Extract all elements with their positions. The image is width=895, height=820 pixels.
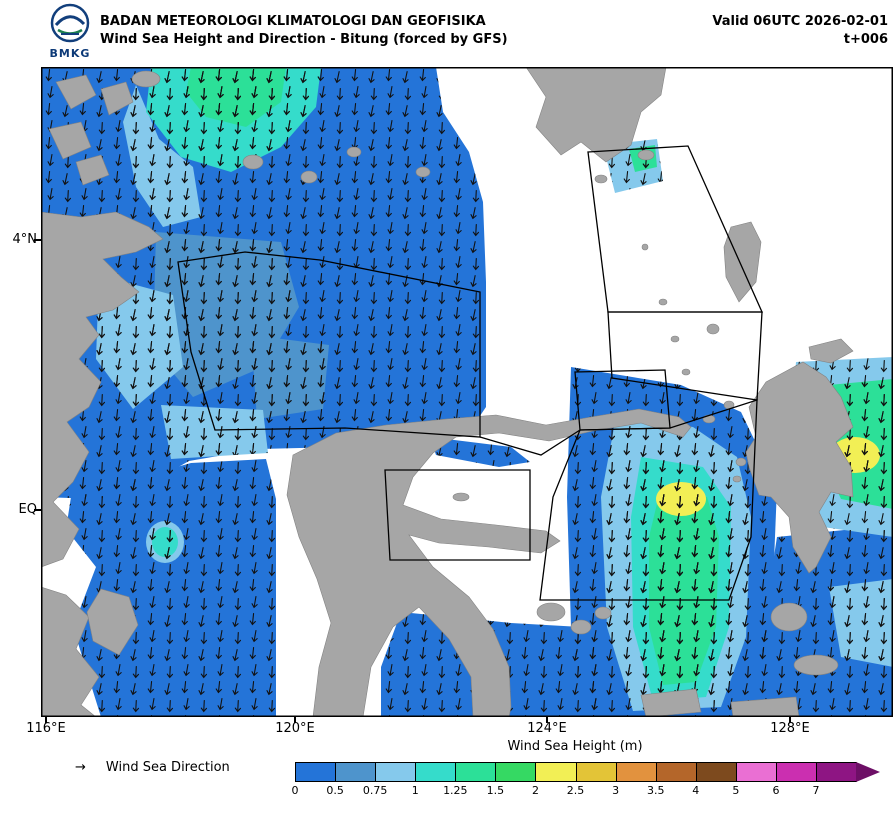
colorbar-tick-label: 6 <box>772 784 780 797</box>
x-axis-tick <box>789 717 791 723</box>
x-axis-tick <box>546 717 548 723</box>
colorbar-segment: 3 <box>612 763 657 797</box>
colorbar-tick-label: 1.25 <box>443 784 468 797</box>
title-block: BADAN METEOROLOGI KLIMATOLOGI DAN GEOFIS… <box>100 13 508 49</box>
colorbar-segment: 6 <box>772 763 818 797</box>
lon-tick-label: 128°E <box>770 721 810 736</box>
islands-sulu <box>48 74 134 186</box>
islands-celebes-sea <box>131 70 431 184</box>
bmkg-logo: BMKG <box>44 3 96 60</box>
colorbar-segment: 0.5 <box>326 763 377 797</box>
islands-south-mindanao <box>594 149 655 184</box>
colorbar-tick-label: 2.5 <box>566 784 585 797</box>
colorbar-segment: 0 <box>292 763 337 797</box>
zone-tomini-bay <box>384 469 531 561</box>
validity-block: Valid 06UTC 2026-02-01 t+006 <box>712 13 888 49</box>
map-border <box>41 67 893 717</box>
colorbar-segment: 2 <box>532 763 577 797</box>
islands-talaud <box>723 221 762 303</box>
direction-legend-label: Wind Sea Direction <box>105 760 230 775</box>
colorbar-segment: 3.5 <box>647 763 697 797</box>
bmkg-logo-label: BMKG <box>49 47 91 60</box>
colorbar-segment: 0.75 <box>363 763 417 797</box>
zone-maluku-sea <box>539 399 758 601</box>
lon-tick-label: 124°E <box>527 721 567 736</box>
forecast-step: t+006 <box>843 32 888 48</box>
forecast-zone-boundaries <box>177 145 764 601</box>
colorbar-overflow-arrow <box>856 762 880 782</box>
colorbar-segment: 2.5 <box>567 763 617 797</box>
colorbar-segment: 5 <box>732 763 777 797</box>
wave-height-colorbar: 0 0.5 0.75 1 1.25 1.5 2 2.5 3 3.5 4 5 6 7 <box>292 762 857 797</box>
land-obi <box>793 654 839 676</box>
colorbar-segment: 7 <box>813 763 857 797</box>
lat-tick-label: EQ <box>18 502 37 517</box>
colorbar-tick-label: 3.5 <box>646 784 665 797</box>
map-canvas <box>41 67 893 717</box>
zone-connector-line <box>479 429 581 456</box>
direction-legend: → Wind Sea Direction <box>75 760 230 775</box>
colorbar-tick-label: 2 <box>531 784 539 797</box>
y-axis-tick <box>34 239 41 241</box>
land-bacan <box>770 602 808 632</box>
bmkg-logo-icon <box>50 3 90 43</box>
land-morotai <box>808 338 854 364</box>
product-title: Wind Sea Height and Direction - Bitung (… <box>100 32 508 48</box>
x-axis-tick <box>45 717 47 723</box>
islands-banggai <box>452 492 612 635</box>
valid-time: Valid 06UTC 2026-02-01 <box>712 14 888 29</box>
lon-tick-label: 120°E <box>275 721 315 736</box>
colorbar-tick-label: 1.5 <box>486 784 505 797</box>
land-sulawesi <box>286 408 692 717</box>
islands-sula-taliabu <box>640 688 800 717</box>
lon-tick-label: 116°E <box>26 721 66 736</box>
land-borneo-north <box>41 211 164 568</box>
colorbar-title: Wind Sea Height (m) <box>507 739 643 754</box>
islands-sangihe <box>641 243 720 376</box>
landmass-layer <box>41 67 854 717</box>
wind-direction-arrow-icon: → <box>75 760 86 775</box>
colorbar-tick-label: 0.75 <box>362 784 388 797</box>
colorbar-tick-label: 1 <box>411 784 419 797</box>
colorbar-tick-label: 0.5 <box>326 784 344 797</box>
colorbar-tick-label: 3 <box>612 784 620 797</box>
lat-tick-label: 4°N <box>12 232 38 247</box>
colorbar-tick-label: 5 <box>732 784 740 797</box>
land-mindanao <box>525 67 667 163</box>
colorbar-tick-label: 7 <box>812 784 820 797</box>
colorbar-segment: 1 <box>412 763 457 797</box>
colorbar-segment: 4 <box>692 763 737 797</box>
land-borneo-east-cape <box>86 588 139 656</box>
colorbar-tick-label: 4 <box>692 784 700 797</box>
colorbar-segment: 1.25 <box>443 763 497 797</box>
y-axis-tick <box>34 509 41 511</box>
land-borneo-south <box>41 586 100 717</box>
agency-title: BADAN METEOROLOGI KLIMATOLOGI DAN GEOFIS… <box>100 14 486 29</box>
map-frame <box>41 67 893 717</box>
colorbar-segment: 1.5 <box>487 763 537 797</box>
land-halmahera <box>745 361 854 574</box>
x-axis-tick <box>294 717 296 723</box>
colorbar-tick-label: 0 <box>291 784 299 797</box>
